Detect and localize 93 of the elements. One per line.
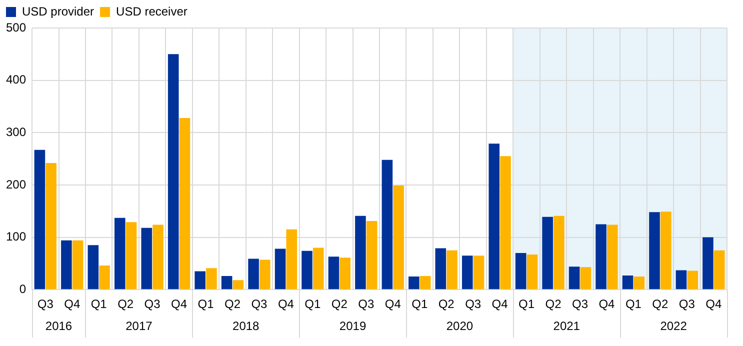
bar bbox=[488, 144, 500, 290]
bar bbox=[660, 212, 672, 290]
bar bbox=[312, 248, 324, 290]
bar bbox=[221, 276, 232, 290]
bar bbox=[232, 280, 244, 290]
x-tick-label: Q3 bbox=[37, 297, 54, 312]
bar bbox=[302, 250, 312, 290]
bar bbox=[515, 252, 526, 290]
bar bbox=[114, 218, 126, 290]
x-tick-label: Q1 bbox=[412, 297, 428, 312]
bar bbox=[286, 229, 298, 290]
bar bbox=[408, 276, 420, 290]
x-tick-label: Q2 bbox=[438, 297, 455, 312]
text: 2022 bbox=[660, 318, 688, 333]
bar bbox=[446, 250, 458, 290]
bar bbox=[61, 240, 72, 290]
bar bbox=[328, 256, 340, 290]
bar bbox=[420, 276, 431, 290]
bar bbox=[687, 270, 698, 290]
legend-label: USD receiver bbox=[116, 4, 188, 18]
x-tick-label: Q1 bbox=[625, 297, 642, 312]
x-tick-label: Q2 bbox=[652, 297, 668, 312]
x-tick-label: Q1 bbox=[198, 297, 214, 312]
bar bbox=[554, 216, 564, 290]
x-tick-label: Q4 bbox=[64, 297, 80, 312]
bar bbox=[355, 216, 366, 290]
bar bbox=[435, 248, 446, 290]
bar bbox=[634, 276, 645, 290]
bar bbox=[702, 237, 714, 290]
bar bbox=[676, 270, 687, 290]
x-tick-label: Q2 bbox=[545, 297, 562, 312]
bar bbox=[34, 150, 46, 290]
x-tick-label: Q3 bbox=[678, 297, 696, 312]
x-tick-label: Q3 bbox=[251, 297, 268, 312]
bar bbox=[141, 228, 152, 290]
text: 2020 bbox=[446, 318, 474, 333]
text: 2018 bbox=[232, 318, 260, 333]
bar bbox=[248, 258, 259, 290]
bar bbox=[526, 254, 538, 290]
y-tick-label: 200 bbox=[6, 177, 26, 192]
x-tick-label: Q4 bbox=[278, 297, 294, 312]
bar bbox=[622, 275, 634, 290]
bar bbox=[152, 224, 164, 290]
bar bbox=[260, 260, 270, 290]
bar bbox=[473, 256, 484, 290]
bar bbox=[542, 216, 553, 290]
text: 2017 bbox=[126, 318, 153, 333]
bar bbox=[274, 248, 286, 290]
bar bbox=[580, 267, 592, 290]
bar bbox=[500, 156, 511, 290]
x-tick-label: Q3 bbox=[358, 297, 374, 312]
bar bbox=[649, 212, 660, 290]
x-tick-label: Q4 bbox=[706, 297, 722, 312]
x-tick-label: Q2 bbox=[118, 297, 134, 312]
bar bbox=[126, 222, 137, 290]
x-tick-label: Q1 bbox=[90, 297, 108, 312]
bar bbox=[46, 162, 56, 290]
y-tick-label: 100 bbox=[6, 230, 26, 244]
text: 2016 bbox=[45, 318, 72, 333]
bar bbox=[568, 266, 580, 290]
bar bbox=[393, 185, 404, 290]
x-tick-label: Q1 bbox=[518, 297, 535, 312]
x-tick-label: Q4 bbox=[598, 297, 616, 312]
y-tick-label: 0 bbox=[19, 282, 26, 296]
y-tick-label: 400 bbox=[6, 72, 26, 87]
x-tick-label: Q1 bbox=[304, 297, 322, 312]
text: 2019 bbox=[339, 318, 366, 333]
x-tick-label: Q3 bbox=[465, 297, 482, 312]
bar bbox=[596, 224, 606, 290]
bar bbox=[194, 271, 206, 290]
bar bbox=[366, 221, 378, 290]
x-tick-label: Q4 bbox=[171, 297, 188, 312]
bar bbox=[714, 250, 725, 290]
bar bbox=[607, 224, 618, 290]
x-tick-label: Q3 bbox=[144, 297, 161, 312]
bar bbox=[168, 54, 179, 290]
legend-label: USD provider bbox=[22, 4, 94, 18]
x-tick-label: Q4 bbox=[492, 297, 508, 312]
bar bbox=[99, 266, 110, 290]
x-tick-label: Q2 bbox=[224, 297, 241, 312]
x-tick-label: Q2 bbox=[331, 297, 348, 312]
y-tick-label: 300 bbox=[6, 124, 26, 139]
bar bbox=[206, 268, 217, 290]
x-tick-label: Q3 bbox=[572, 297, 588, 312]
bar bbox=[72, 240, 84, 290]
bar bbox=[340, 258, 350, 290]
bar bbox=[462, 256, 473, 290]
x-tick-label: Q4 bbox=[384, 297, 402, 312]
bar bbox=[88, 245, 99, 290]
bar bbox=[382, 160, 393, 290]
text: 2021 bbox=[553, 318, 580, 333]
y-tick-label: 500 bbox=[6, 20, 26, 34]
bar bbox=[179, 118, 190, 290]
